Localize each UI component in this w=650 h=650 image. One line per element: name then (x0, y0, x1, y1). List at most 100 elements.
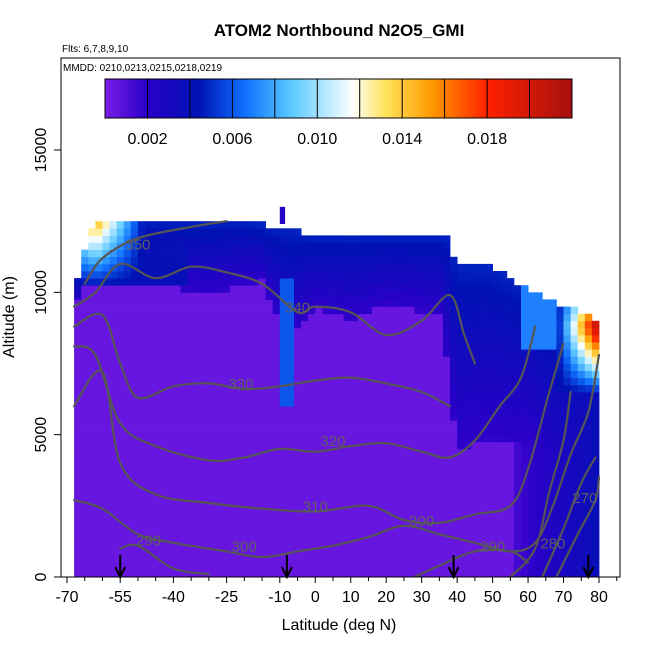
heatmap-cell (421, 392, 430, 400)
heatmap-cell (279, 569, 288, 577)
heatmap-cell (265, 513, 274, 521)
heatmap-cell (350, 392, 359, 400)
heatmap-cell (102, 470, 110, 478)
heatmap-cell (88, 513, 96, 521)
heatmap-cell (464, 320, 472, 329)
heatmap-cell (109, 221, 118, 229)
heatmap-cell (542, 441, 550, 450)
heatmap-cell (95, 392, 103, 400)
heatmap-cell (442, 513, 451, 521)
heatmap-cell (386, 441, 394, 450)
heatmap-cell (357, 477, 366, 485)
heatmap-cell (130, 427, 139, 436)
heatmap-cell (237, 342, 245, 350)
heatmap-cell (350, 477, 359, 485)
heatmap-cell (95, 420, 103, 428)
heatmap-cell (81, 569, 89, 577)
heatmap-cell (74, 463, 82, 471)
heatmap-cell (400, 377, 408, 386)
heatmap-cell (145, 271, 153, 279)
heatmap-cell (400, 491, 408, 500)
heatmap-cell (513, 448, 522, 457)
heatmap-cell (450, 299, 458, 307)
heatmap-cell (528, 327, 536, 336)
heatmap-cell (372, 520, 380, 528)
heatmap-cell (570, 484, 579, 492)
heatmap-cell (464, 356, 472, 364)
heatmap-cell (478, 356, 486, 364)
heatmap-cell (272, 263, 281, 272)
heatmap-cell (116, 505, 125, 514)
heatmap-cell (379, 235, 387, 243)
heatmap-cell (95, 498, 103, 507)
heatmap-cell (379, 256, 387, 265)
heatmap-cell (471, 527, 479, 535)
heatmap-cell (294, 541, 302, 549)
heatmap-cell (173, 541, 181, 549)
heatmap-cell (95, 228, 103, 236)
heatmap-cell (478, 363, 486, 371)
heatmap-cell (464, 505, 472, 514)
heatmap-cell (244, 327, 252, 336)
heatmap-cell (563, 548, 571, 556)
heatmap-cell (216, 434, 224, 443)
heatmap-cell (145, 498, 153, 507)
heatmap-cell (343, 456, 352, 464)
heatmap-cell (116, 292, 125, 300)
heatmap-cell (123, 384, 132, 393)
heatmap-cell (435, 491, 444, 500)
heatmap-cell (457, 441, 465, 450)
heatmap-cell (364, 477, 373, 485)
heatmap-cell (230, 413, 238, 421)
heatmap-cell (350, 527, 359, 535)
heatmap-cell (435, 505, 444, 514)
heatmap-cell (528, 555, 536, 564)
heatmap-cell (223, 562, 231, 571)
heatmap-cell (513, 569, 522, 577)
heatmap-cell (457, 392, 465, 400)
heatmap-cell (584, 527, 593, 535)
heatmap-cell (201, 520, 210, 528)
heatmap-cell (386, 256, 394, 265)
heatmap-cell (223, 292, 231, 300)
heatmap-cell (563, 349, 571, 357)
heatmap-cell (506, 534, 515, 542)
heatmap-cell (301, 285, 309, 293)
heatmap-cell (400, 292, 408, 300)
heatmap-cell (584, 463, 593, 471)
heatmap-cell (499, 420, 508, 428)
heatmap-cell (407, 555, 415, 564)
heatmap-cell (513, 320, 522, 329)
heatmap-cell (372, 470, 380, 478)
heatmap-cell (301, 413, 309, 421)
heatmap-cell (251, 520, 259, 528)
heatmap-cell (251, 470, 259, 478)
heatmap-cell (414, 491, 423, 500)
heatmap-cell (152, 470, 160, 478)
heatmap-cell (123, 271, 132, 279)
heatmap-cell (549, 342, 557, 350)
heatmap-cell (478, 484, 486, 492)
heatmap-cell (492, 271, 501, 279)
heatmap-cell (379, 569, 387, 577)
heatmap-cell (584, 505, 593, 514)
heatmap-cell (145, 399, 153, 407)
heatmap-cell (109, 413, 118, 421)
heatmap-cell (343, 235, 352, 243)
heatmap-cell (187, 271, 196, 279)
heatmap-cell (372, 278, 380, 286)
heatmap-cell (350, 285, 359, 293)
heatmap-cell (216, 505, 224, 514)
heatmap-cell (216, 484, 224, 492)
heatmap-cell (201, 356, 210, 364)
heatmap-cell (343, 335, 352, 343)
contour-label: 340 (285, 299, 310, 316)
heatmap-cell (109, 377, 118, 386)
heatmap-cell (258, 349, 266, 357)
heatmap-cell (528, 349, 536, 357)
heatmap-cell (386, 541, 394, 549)
heatmap-cell (457, 299, 465, 307)
heatmap-cell (145, 313, 153, 322)
heatmap-cell (407, 399, 415, 407)
heatmap-cell (272, 434, 281, 443)
